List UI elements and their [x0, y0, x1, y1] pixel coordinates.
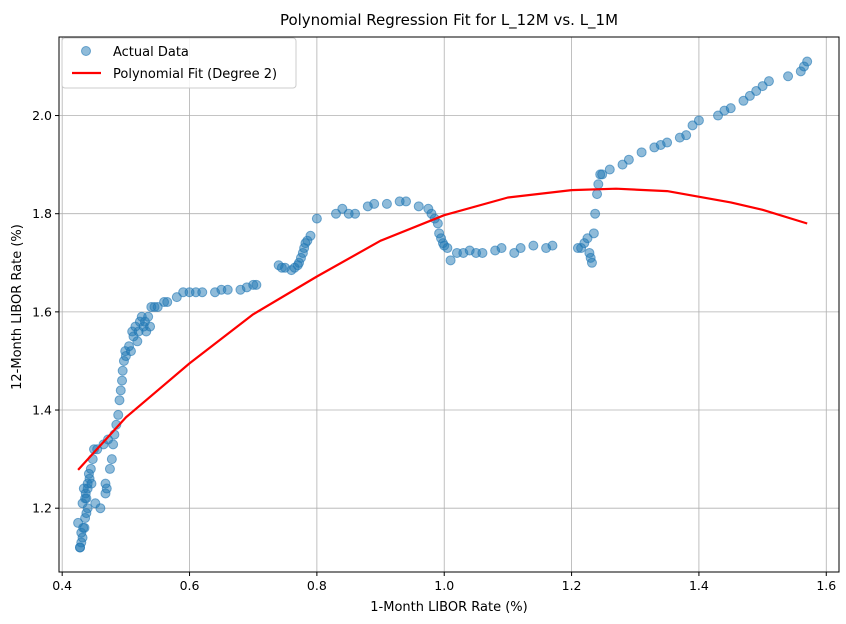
- scatter-point: [86, 478, 97, 489]
- x-tick-label: 0.6: [180, 578, 200, 593]
- scatter-point: [604, 164, 615, 175]
- scatter-point: [547, 240, 558, 251]
- scatter-point: [597, 169, 608, 180]
- scatter-point: [222, 284, 233, 295]
- y-tick-label: 1.2: [32, 501, 52, 516]
- fit-line: [77, 187, 808, 471]
- scatter-point: [401, 196, 412, 207]
- scatter-point: [802, 56, 813, 67]
- scatter-point: [197, 287, 208, 298]
- scatter-point: [145, 321, 156, 332]
- chart-title: Polynomial Regression Fit for L_12M vs. …: [280, 11, 618, 30]
- scatter-point: [477, 247, 488, 258]
- scatter-point: [592, 189, 603, 200]
- y-axis-label: 12-Month LIBOR Rate (%): [10, 224, 25, 390]
- scatter-point: [350, 208, 361, 219]
- scatter-point: [85, 463, 96, 474]
- scatter-point: [725, 103, 736, 114]
- x-tick-label: 0.8: [307, 578, 327, 593]
- scatter-point: [623, 154, 634, 165]
- scatter-point: [117, 375, 128, 386]
- scatter-point: [783, 71, 794, 82]
- scatter-point: [432, 218, 443, 229]
- y-tick-label: 2.0: [32, 108, 52, 123]
- x-tick-label: 1.4: [689, 578, 709, 593]
- scatter-point: [75, 542, 86, 553]
- scatter-point: [515, 243, 526, 254]
- scatter-point: [763, 76, 774, 87]
- y-tick-label: 1.6: [32, 304, 52, 319]
- scatter-point: [78, 522, 89, 533]
- scatter-point: [588, 228, 599, 239]
- tick-layer: 0.4 0.6 0.8 1.0 1.2 1.4 1.6 1.2 1.4 1.6 1.8 2.0: [32, 108, 836, 593]
- scatter-point: [586, 257, 597, 268]
- legend-marker-actual-data: [81, 46, 91, 56]
- scatter-point: [143, 311, 154, 322]
- scatter-point: [81, 508, 92, 519]
- scatter-point: [445, 255, 456, 266]
- legend-label-polynomial-fit: Polynomial Fit (Degree 2): [113, 67, 277, 82]
- scatter-point: [125, 346, 136, 357]
- scatter-point: [662, 137, 673, 148]
- scatter-point: [251, 279, 262, 290]
- legend: Actual Data Polynomial Fit (Degree 2): [61, 37, 297, 89]
- scatter-point: [114, 395, 125, 406]
- scatter-point: [106, 454, 117, 465]
- scatter-point: [113, 409, 124, 420]
- scatter-point: [413, 201, 424, 212]
- scatter-point: [369, 198, 380, 209]
- scatter-point: [496, 243, 507, 254]
- legend-box: [61, 37, 297, 89]
- data-layer: [73, 56, 813, 553]
- scatter-point: [381, 198, 392, 209]
- scatter-point: [162, 297, 173, 308]
- plot-frame: [58, 36, 840, 573]
- scatter-point: [528, 240, 539, 251]
- scatter-point: [132, 336, 143, 347]
- scatter-point: [117, 365, 128, 376]
- scatter-point: [636, 147, 647, 158]
- scatter-point: [590, 208, 601, 219]
- legend-label-actual-data: Actual Data: [113, 45, 189, 60]
- scatter-point: [693, 115, 704, 126]
- y-tick-label: 1.4: [32, 403, 52, 418]
- scatter-point: [305, 230, 316, 241]
- x-tick-label: 0.4: [52, 578, 72, 593]
- scatter-point: [108, 439, 119, 450]
- x-tick-label: 1.0: [434, 578, 454, 593]
- scatter-point: [115, 385, 126, 396]
- scatter-point: [95, 503, 106, 514]
- scatter-point: [104, 463, 115, 474]
- scatter-point: [681, 130, 692, 141]
- scatter-point: [442, 243, 453, 254]
- x-tick-label: 1.2: [562, 578, 582, 593]
- scatter-point: [593, 179, 604, 190]
- scatter-point: [100, 478, 111, 489]
- y-tick-label: 1.8: [32, 206, 52, 221]
- scatter-point: [80, 493, 91, 504]
- x-axis-label: 1-Month LIBOR Rate (%): [370, 600, 527, 615]
- x-tick-label: 1.6: [816, 578, 836, 593]
- scatter-point: [311, 213, 322, 224]
